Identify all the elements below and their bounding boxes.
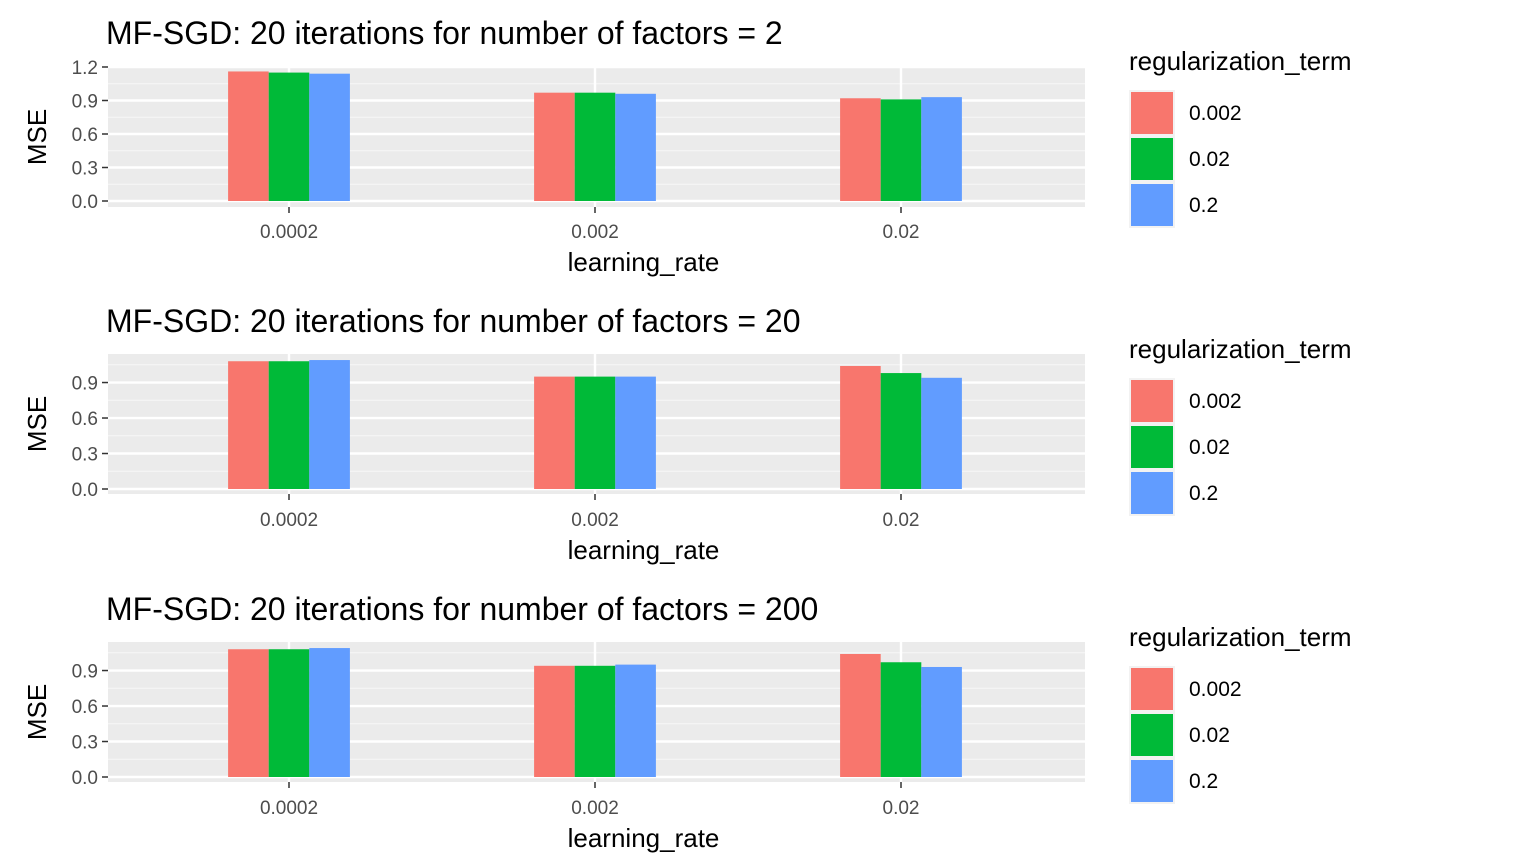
- y-tick-label: 0.0: [72, 480, 98, 501]
- chart-panel-3: MF-SGD: 20 iterations for number of fact…: [22, 591, 1352, 853]
- chart-title: MF-SGD: 20 iterations for number of fact…: [106, 303, 801, 339]
- y-tick-label: 0.9: [72, 91, 98, 112]
- x-tick-label: 0.0002: [260, 222, 318, 243]
- bar: [840, 98, 881, 201]
- legend-swatch: [1131, 472, 1173, 514]
- x-tick-label: 0.0002: [260, 510, 318, 531]
- bar: [615, 376, 656, 489]
- bar: [309, 648, 350, 777]
- y-axis-title: MSE: [22, 396, 52, 452]
- x-tick-label: 0.002: [571, 798, 619, 819]
- bar: [574, 92, 616, 201]
- legend-swatch: [1131, 668, 1173, 710]
- legend-title: regularization_term: [1129, 46, 1352, 76]
- legend-label: 0.02: [1189, 148, 1230, 171]
- bar: [840, 365, 881, 489]
- bar: [921, 97, 962, 201]
- bar: [228, 71, 269, 201]
- bar: [880, 373, 922, 489]
- chart-panel-1: MF-SGD: 20 iterations for number of fact…: [22, 15, 1352, 277]
- bar: [268, 649, 310, 777]
- chart-title: MF-SGD: 20 iterations for number of fact…: [106, 15, 783, 51]
- x-tick-label: 0.02: [883, 798, 920, 819]
- y-tick-label: 0.9: [72, 374, 98, 395]
- y-tick-label: 1.2: [72, 58, 98, 79]
- legend-swatch: [1131, 714, 1173, 756]
- bar: [921, 666, 962, 777]
- bar: [268, 361, 310, 489]
- chart-panel-2: MF-SGD: 20 iterations for number of fact…: [22, 303, 1352, 565]
- bar: [228, 649, 269, 777]
- bar: [268, 72, 310, 201]
- bar: [534, 92, 575, 201]
- legend-label: 0.002: [1189, 102, 1242, 125]
- legend-swatch: [1131, 760, 1173, 802]
- chart-title: MF-SGD: 20 iterations for number of fact…: [106, 591, 818, 627]
- legend-label: 0.02: [1189, 724, 1230, 747]
- y-tick-label: 0.0: [72, 192, 98, 213]
- legend-swatch: [1131, 426, 1173, 468]
- legend-swatch: [1131, 380, 1173, 422]
- x-tick-label: 0.0002: [260, 798, 318, 819]
- bar: [574, 376, 616, 489]
- y-tick-label: 0.6: [72, 697, 98, 718]
- x-tick-label: 0.02: [883, 510, 920, 531]
- x-axis-title: learning_rate: [568, 247, 720, 277]
- legend-label: 0.2: [1189, 194, 1218, 217]
- bar: [574, 665, 616, 777]
- y-axis-title: MSE: [22, 109, 52, 165]
- bar: [615, 93, 656, 201]
- bar: [534, 376, 575, 489]
- legend-title: regularization_term: [1129, 622, 1352, 652]
- y-tick-label: 0.3: [72, 733, 98, 754]
- legend-swatch: [1131, 138, 1173, 180]
- y-tick-label: 0.9: [72, 662, 98, 683]
- bar: [228, 361, 269, 489]
- legend-label: 0.2: [1189, 482, 1218, 505]
- y-tick-label: 0.3: [72, 445, 98, 466]
- x-tick-label: 0.002: [571, 510, 619, 531]
- x-axis-title: learning_rate: [568, 823, 720, 853]
- x-tick-label: 0.002: [571, 222, 619, 243]
- bar: [534, 665, 575, 777]
- legend-label: 0.002: [1189, 678, 1242, 701]
- y-axis-title: MSE: [22, 684, 52, 740]
- legend-label: 0.02: [1189, 436, 1230, 459]
- legend-swatch: [1131, 92, 1173, 134]
- y-tick-label: 0.6: [72, 125, 98, 146]
- x-axis-title: learning_rate: [568, 535, 720, 565]
- bar: [880, 662, 922, 777]
- legend-swatch: [1131, 184, 1173, 226]
- legend-label: 0.2: [1189, 770, 1218, 793]
- y-tick-label: 0.0: [72, 768, 98, 789]
- bar: [921, 377, 962, 489]
- y-tick-label: 0.6: [72, 409, 98, 430]
- bar: [309, 360, 350, 489]
- bar: [615, 664, 656, 777]
- y-tick-label: 0.3: [72, 158, 98, 179]
- x-tick-label: 0.02: [883, 222, 920, 243]
- bar: [840, 653, 881, 777]
- bar: [309, 73, 350, 201]
- bar: [880, 99, 922, 201]
- legend-label: 0.002: [1189, 390, 1242, 413]
- legend-title: regularization_term: [1129, 334, 1352, 364]
